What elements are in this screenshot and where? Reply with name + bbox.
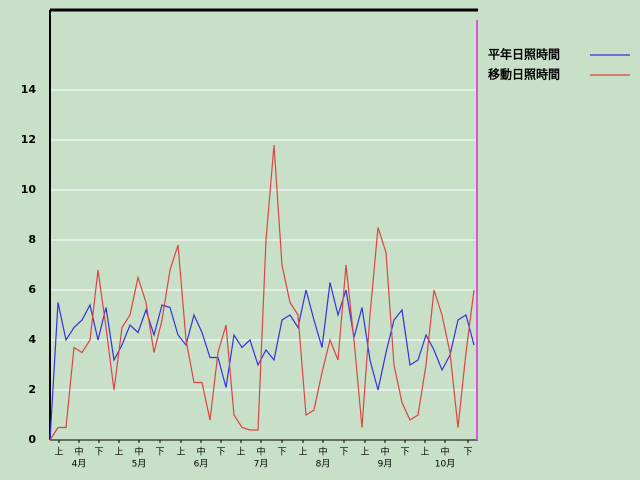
month-label: 4月 — [72, 459, 87, 470]
y-tick-label: 12 — [21, 133, 36, 146]
x-tick-label: 中 — [74, 446, 83, 458]
x-tick-label: 上 — [298, 447, 307, 458]
x-tick-label: 中 — [318, 446, 327, 458]
month-label: 10月 — [435, 459, 455, 470]
series-line — [49, 282, 475, 441]
x-tick-label: 上 — [236, 447, 245, 458]
month-label: 8月 — [316, 459, 331, 470]
x-tick-label: 上 — [114, 447, 123, 458]
x-tick-label: 上 — [360, 447, 369, 458]
month-label: 7月 — [254, 459, 269, 470]
x-tick-label: 上 — [176, 447, 185, 458]
x-tick-label: 上 — [420, 447, 429, 458]
x-tick-label: 下 — [216, 448, 225, 458]
y-tick-label: 2 — [28, 383, 36, 396]
x-tick-label: 中 — [196, 446, 205, 458]
x-tick-label: 下 — [463, 448, 472, 458]
x-tick-label: 中 — [256, 446, 265, 458]
legend-label: 移動日照時間 — [488, 67, 560, 82]
x-tick-label: 下 — [400, 448, 409, 458]
x-tick-label: 中 — [380, 446, 389, 458]
x-tick-label: 下 — [277, 448, 286, 458]
series-line — [49, 144, 475, 441]
x-tick-label: 下 — [339, 448, 348, 458]
x-tick-label: 下 — [155, 448, 164, 458]
y-tick-label: 6 — [28, 283, 36, 296]
month-label: 9月 — [378, 459, 393, 470]
x-tick-label: 中 — [440, 446, 449, 458]
month-label: 6月 — [194, 459, 209, 470]
y-tick-label: 10 — [21, 183, 37, 196]
y-tick-label: 4 — [28, 333, 36, 346]
month-label: 5月 — [132, 459, 147, 470]
x-tick-label: 上 — [54, 447, 63, 458]
x-tick-label: 下 — [94, 448, 103, 458]
y-tick-label: 14 — [21, 83, 37, 96]
y-tick-label: 0 — [28, 433, 36, 446]
x-tick-label: 中 — [134, 446, 143, 458]
y-tick-label: 8 — [28, 233, 36, 246]
legend-label: 平年日照時間 — [488, 47, 560, 62]
